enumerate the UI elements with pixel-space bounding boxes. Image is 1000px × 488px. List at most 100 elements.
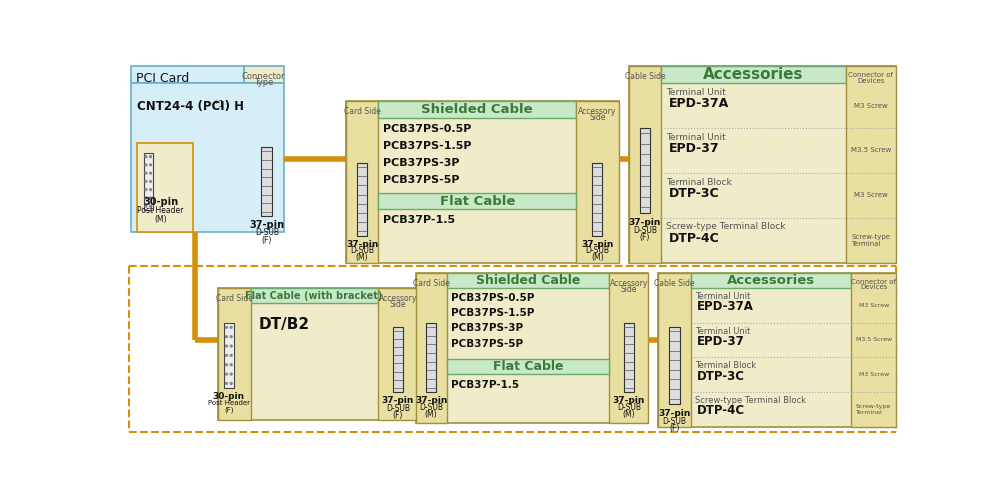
Text: Shielded Cable: Shielded Cable <box>421 103 533 116</box>
Text: PCB37PS-3P: PCB37PS-3P <box>450 324 523 333</box>
Text: Card Side: Card Side <box>413 279 450 288</box>
FancyBboxPatch shape <box>244 66 284 83</box>
Text: Type: Type <box>254 78 273 87</box>
Circle shape <box>230 364 232 366</box>
Text: Accessory: Accessory <box>610 279 648 288</box>
Text: 37-pin: 37-pin <box>346 240 378 248</box>
Text: D-SUB: D-SUB <box>633 225 657 235</box>
Text: (M): (M) <box>356 253 368 263</box>
Text: EPD-37: EPD-37 <box>669 142 720 155</box>
Text: Devices: Devices <box>857 78 885 84</box>
Text: Post Header: Post Header <box>208 400 250 406</box>
FancyBboxPatch shape <box>261 147 272 216</box>
Text: PCI Card: PCI Card <box>136 72 189 85</box>
Text: PCB37PS-1.5P: PCB37PS-1.5P <box>450 308 534 318</box>
FancyBboxPatch shape <box>640 128 650 213</box>
Text: DTP-3C: DTP-3C <box>697 369 745 383</box>
FancyBboxPatch shape <box>357 163 367 236</box>
Circle shape <box>150 172 152 174</box>
Text: *1: *1 <box>211 100 224 109</box>
Text: Terminal Unit: Terminal Unit <box>666 88 726 97</box>
Text: 30-pin: 30-pin <box>143 197 178 207</box>
FancyBboxPatch shape <box>137 143 193 232</box>
Text: 30-pin: 30-pin <box>213 392 245 401</box>
Text: CNT24-4 (PCI) H: CNT24-4 (PCI) H <box>137 100 244 113</box>
Circle shape <box>145 172 147 174</box>
Text: Accessory: Accessory <box>379 294 417 303</box>
Text: D-SUB: D-SUB <box>419 403 443 412</box>
FancyBboxPatch shape <box>131 83 284 232</box>
Text: Flat Cable: Flat Cable <box>493 360 563 373</box>
Text: 37-pin: 37-pin <box>415 396 447 405</box>
Text: D-SUB: D-SUB <box>386 404 410 412</box>
Text: Accessories: Accessories <box>703 67 804 82</box>
Text: Card Side: Card Side <box>344 107 381 116</box>
Text: Devices: Devices <box>860 284 887 290</box>
Text: PCB37PS-5P: PCB37PS-5P <box>450 339 523 349</box>
FancyBboxPatch shape <box>378 193 576 209</box>
FancyBboxPatch shape <box>609 273 648 423</box>
Text: DTP-4C: DTP-4C <box>697 404 745 417</box>
Text: EPD-37A: EPD-37A <box>669 97 729 110</box>
Text: PCB37P-1.5: PCB37P-1.5 <box>383 215 455 225</box>
Text: 37-pin: 37-pin <box>613 396 645 405</box>
Circle shape <box>230 336 232 338</box>
Circle shape <box>230 373 232 375</box>
Text: Card Side: Card Side <box>216 294 253 303</box>
Circle shape <box>226 326 227 328</box>
Circle shape <box>230 354 232 356</box>
Text: 37-pin: 37-pin <box>249 220 284 230</box>
Circle shape <box>150 156 152 158</box>
FancyBboxPatch shape <box>426 323 436 392</box>
Text: D-SUB: D-SUB <box>585 246 609 255</box>
FancyBboxPatch shape <box>144 152 153 210</box>
Text: (F): (F) <box>262 236 272 244</box>
Text: Terminal Unit: Terminal Unit <box>695 292 750 301</box>
Text: EPD-37: EPD-37 <box>697 335 745 348</box>
Circle shape <box>150 164 152 166</box>
Circle shape <box>226 383 227 385</box>
Text: (F): (F) <box>393 411 403 420</box>
FancyBboxPatch shape <box>131 66 244 83</box>
Text: Screw-type
Terminal: Screw-type Terminal <box>851 234 890 246</box>
FancyBboxPatch shape <box>851 273 896 427</box>
FancyBboxPatch shape <box>669 326 680 404</box>
Text: PCB37PS-0.5P: PCB37PS-0.5P <box>383 124 471 134</box>
Text: Connector of: Connector of <box>848 72 893 79</box>
Circle shape <box>145 181 147 183</box>
FancyBboxPatch shape <box>629 66 661 263</box>
FancyBboxPatch shape <box>592 163 602 236</box>
FancyBboxPatch shape <box>416 273 648 423</box>
Text: (F): (F) <box>224 407 234 413</box>
Circle shape <box>145 205 147 207</box>
Text: Post Header: Post Header <box>137 206 184 215</box>
Text: Screw-type Terminal Block: Screw-type Terminal Block <box>666 223 785 231</box>
Text: D-SUB: D-SUB <box>350 246 374 255</box>
FancyBboxPatch shape <box>624 323 634 392</box>
Text: M3 Screw: M3 Screw <box>859 303 889 308</box>
FancyBboxPatch shape <box>447 273 609 288</box>
FancyBboxPatch shape <box>658 273 896 427</box>
Text: Cable Side: Cable Side <box>654 279 695 288</box>
Text: PCB37PS-1.5P: PCB37PS-1.5P <box>383 141 472 151</box>
Text: DTP-3C: DTP-3C <box>669 187 720 200</box>
Text: PCB37PS-3P: PCB37PS-3P <box>383 158 460 168</box>
Text: 37-pin: 37-pin <box>382 396 414 405</box>
Circle shape <box>145 164 147 166</box>
Text: Terminal Block: Terminal Block <box>695 361 756 370</box>
Text: Shielded Cable: Shielded Cable <box>476 274 580 287</box>
Text: Cable Side: Cable Side <box>625 72 665 81</box>
Text: (M): (M) <box>154 215 167 224</box>
Text: M3 Screw: M3 Screw <box>854 192 888 198</box>
Circle shape <box>230 326 232 328</box>
FancyBboxPatch shape <box>378 288 418 421</box>
Circle shape <box>230 345 232 347</box>
Circle shape <box>145 156 147 158</box>
Circle shape <box>150 181 152 183</box>
Text: EPD-37A: EPD-37A <box>697 300 754 313</box>
Text: Screw-type Terminal Block: Screw-type Terminal Block <box>695 396 806 405</box>
Text: Flat Cable: Flat Cable <box>440 195 515 207</box>
Circle shape <box>226 373 227 375</box>
FancyBboxPatch shape <box>346 101 619 263</box>
Text: Connector of: Connector of <box>851 279 896 285</box>
